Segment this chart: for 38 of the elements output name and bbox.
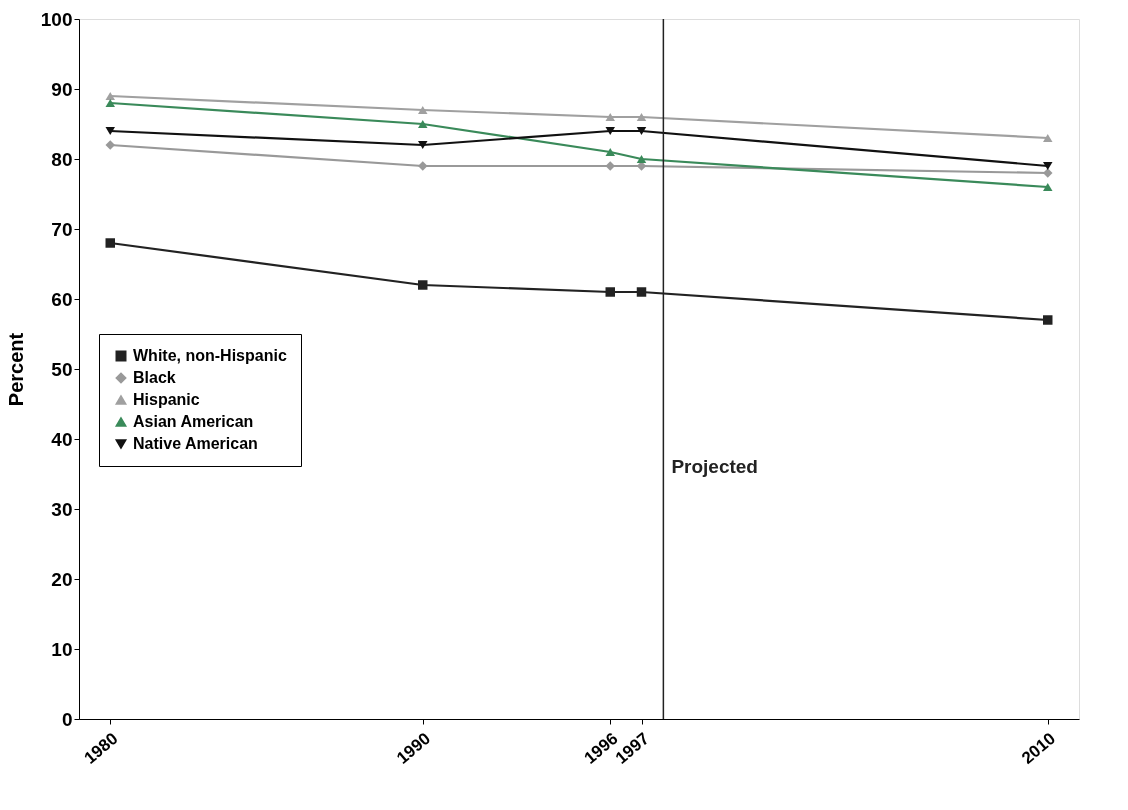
legend-label: Black [133,369,176,386]
point [418,105,428,115]
ref-line-label: Projected [671,456,758,477]
y-tick-label: 80 [51,148,73,170]
legend-label: Native American [133,435,258,452]
point [105,126,115,136]
y-tick-label: 50 [51,358,73,380]
y-tick-label: 0 [61,708,73,730]
y-tick-label: 40 [51,428,73,450]
point [418,280,428,290]
point [418,119,428,129]
y-tick-label: 20 [51,568,73,590]
y-tick-label: 100 [40,8,73,30]
y-tick-label: 10 [51,638,73,660]
point [605,147,615,157]
y-tick-label: 70 [51,218,73,240]
point [1043,182,1053,192]
point [1043,133,1053,143]
point [636,126,647,136]
y-tick-label: 60 [51,288,73,310]
point [105,238,115,248]
point [105,91,115,101]
point [105,98,115,108]
point [605,112,615,122]
point [636,154,647,164]
legend-label: White, non-Hispanic [133,347,287,364]
point [1043,315,1053,325]
point [605,287,615,297]
legend-label: Hispanic [133,391,200,408]
legend-label: Asian American [133,413,254,430]
point [605,126,615,136]
point [636,112,647,122]
y-tick-label: 30 [51,498,73,520]
point [418,140,428,150]
point [1043,161,1053,171]
y-axis-title: Percent [4,332,27,407]
y-tick-label: 90 [51,78,73,100]
point [636,287,647,297]
